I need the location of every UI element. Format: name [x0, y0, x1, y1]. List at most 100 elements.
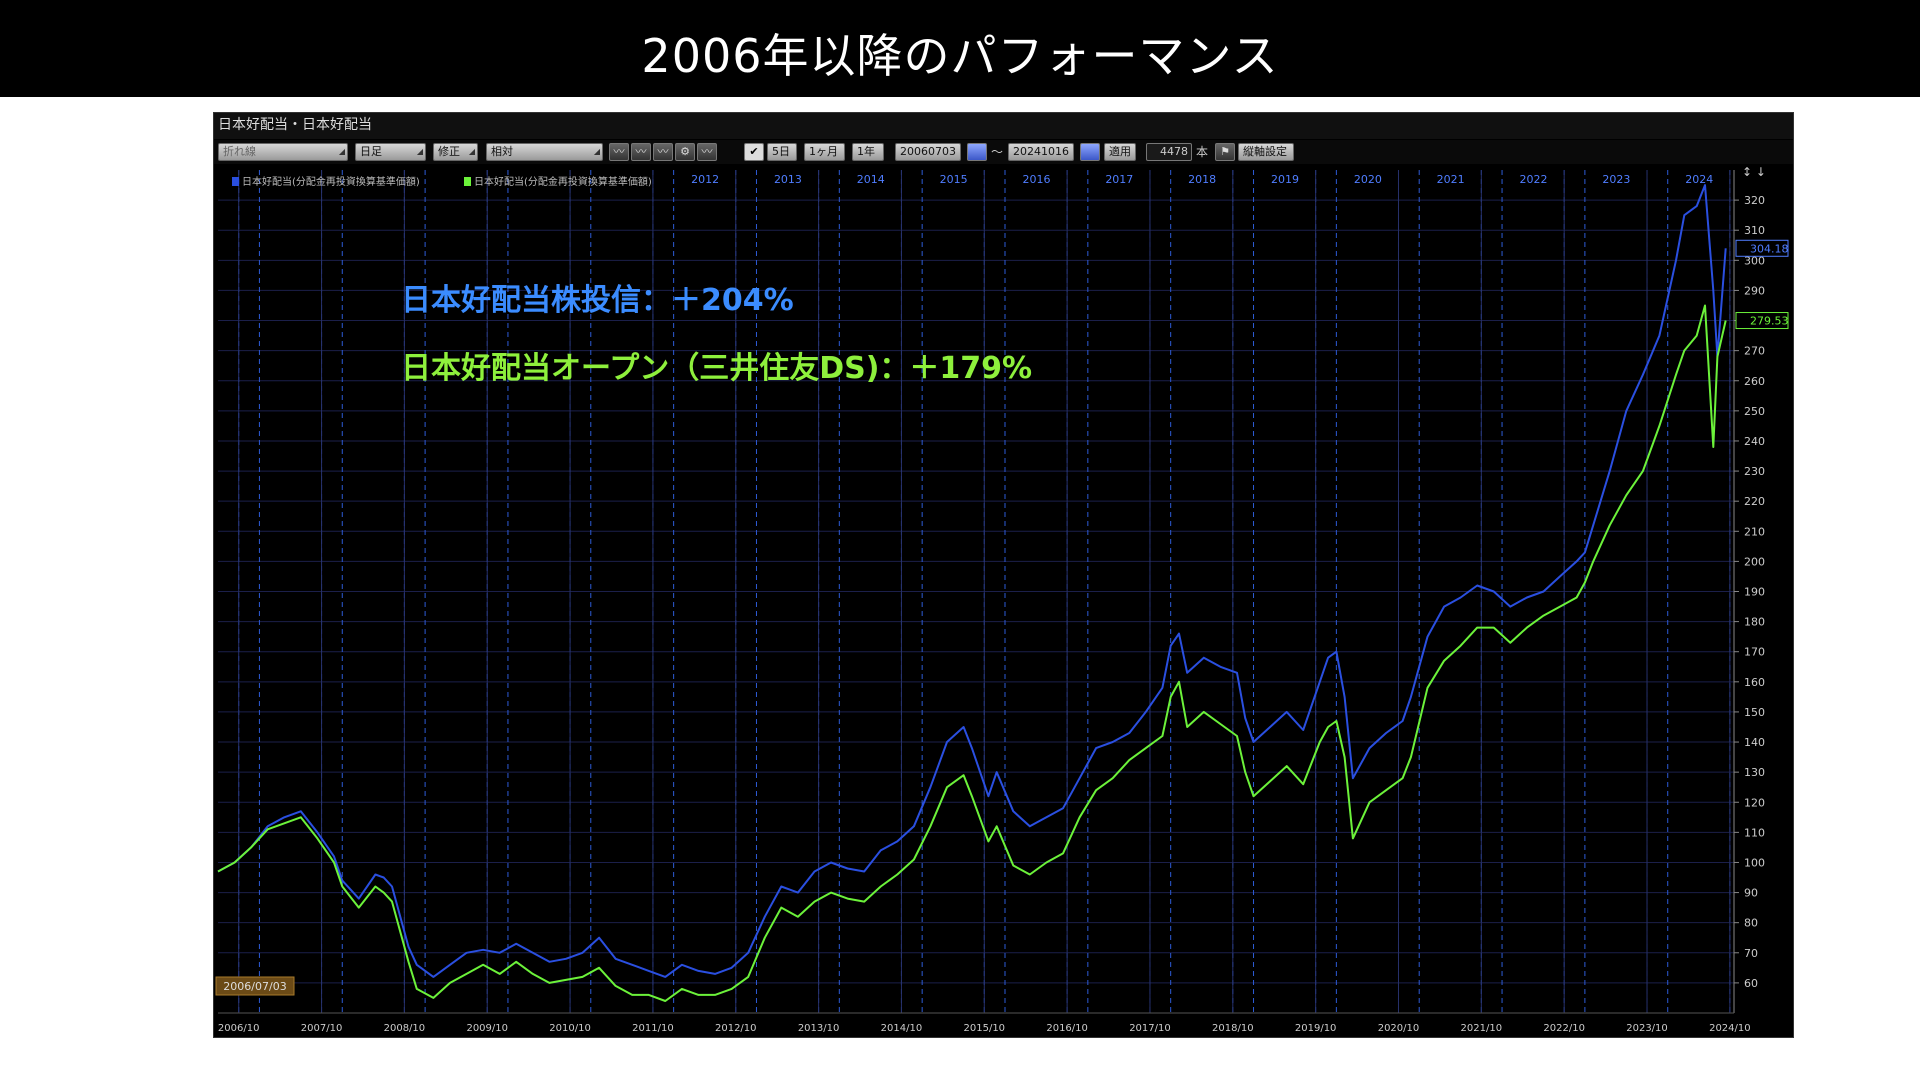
axis-settings-button[interactable]: 縦軸設定 [1238, 143, 1294, 161]
y-tick-label: 190 [1744, 586, 1765, 599]
x-tick-label: 2015/10 [964, 1023, 1006, 1034]
scroll-arrows-icon: ↕ ↓ [1742, 165, 1766, 179]
top-year-label: 2018 [1188, 173, 1216, 186]
y-tick-label: 100 [1744, 856, 1765, 869]
gear-icon[interactable]: ⚙ [675, 143, 695, 161]
x-tick-label: 2012/10 [715, 1023, 757, 1034]
y-tick-label: 260 [1744, 375, 1765, 388]
bar-count-input[interactable]: 4478 [1146, 143, 1192, 161]
y-tick-label: 170 [1744, 646, 1765, 659]
calendar-from-icon[interactable] [967, 143, 987, 161]
trend-chart-icon[interactable]: 〰 [653, 143, 673, 161]
y-tick-label: 60 [1744, 977, 1758, 990]
x-tick-label: 2020/10 [1378, 1023, 1420, 1034]
y-tick-label: 320 [1744, 194, 1765, 207]
last-value-box-green [1735, 312, 1789, 330]
check-icon[interactable]: ✔ [744, 143, 764, 161]
series-line-green [217, 304, 1727, 1002]
x-tick-label: 2024/10 [1709, 1023, 1751, 1034]
toolbar: 折れ線 日足 修正 相対 〰 〰 〰 ⚙ 〰 ✔ 5日 1ヶ月 1年 20060… [214, 140, 1793, 164]
scale-select[interactable]: 相対 [486, 143, 603, 161]
bar-count-unit: 本 [1196, 145, 1209, 159]
x-tick-label: 2011/10 [632, 1023, 674, 1034]
axis-layer: 60 70 80 90 100 110 120 130 140 150 160 170 180 190 20… [215, 165, 1789, 1034]
x-tick-label: 2010/10 [549, 1023, 591, 1034]
y-tick-label: 80 [1744, 917, 1758, 930]
top-year-label: 2013 [774, 173, 802, 186]
y-tick-label: 270 [1744, 345, 1765, 358]
x-tick-label: 2023/10 [1626, 1023, 1668, 1034]
y-tick-label: 240 [1744, 435, 1765, 448]
date-from-input[interactable]: 20060703 [895, 143, 961, 161]
chart-type-select[interactable]: 折れ線 [218, 143, 348, 161]
start-date-label: 2006/07/03 [223, 980, 286, 993]
y-tick-label: 120 [1744, 796, 1765, 809]
top-year-label: 2015 [940, 173, 968, 186]
x-tick-label: 2016/10 [1046, 1023, 1088, 1034]
y-tick-label: 150 [1744, 706, 1765, 719]
y-tick-label: 230 [1744, 465, 1765, 478]
grid-layer [218, 170, 1734, 1013]
top-year-label: 2014 [857, 173, 885, 186]
y-tick-label: 130 [1744, 766, 1765, 779]
last-value-blue: 304.18 [1750, 242, 1789, 255]
top-year-label: 2020 [1354, 173, 1382, 186]
adjust-select[interactable]: 修正 [433, 143, 478, 161]
top-year-label: 2017 [1105, 173, 1133, 186]
top-year-label: 2022 [1520, 173, 1548, 186]
y-tick-label: 300 [1744, 254, 1765, 267]
y-tick-label: 70 [1744, 947, 1758, 960]
series-layer [217, 184, 1727, 1002]
legend-label-green: 日本好配当(分配金再投資換算基準価額) [474, 175, 652, 188]
chart-window: 日本好配当・日本好配当 折れ線 日足 修正 相対 〰 〰 〰 ⚙ 〰 ✔ 5日 … [213, 112, 1794, 1038]
x-tick-label: 2007/10 [301, 1023, 343, 1034]
y-tick-label: 140 [1744, 736, 1765, 749]
legend-swatch-blue [232, 177, 239, 186]
window-title: 日本好配当・日本好配当 [214, 113, 1793, 139]
top-year-label: 2016 [1022, 173, 1050, 186]
compare-chart-icon[interactable]: 〰 [631, 143, 651, 161]
top-year-label: 2012 [691, 173, 719, 186]
y-tick-label: 210 [1744, 525, 1765, 538]
x-tick-label: 2017/10 [1129, 1023, 1171, 1034]
calendar-to-icon[interactable] [1080, 143, 1100, 161]
date-range-separator: 〜 [991, 145, 1004, 159]
btn-1-month[interactable]: 1ヶ月 [804, 143, 845, 161]
x-tick-label: 2019/10 [1295, 1023, 1337, 1034]
period-select[interactable]: 日足 [355, 143, 426, 161]
last-value-box-blue [1735, 239, 1789, 257]
top-year-label: 2023 [1602, 173, 1630, 186]
x-tick-label: 2018/10 [1212, 1023, 1254, 1034]
y-tick-label: 110 [1744, 826, 1765, 839]
indicator-icon[interactable]: 〰 [697, 143, 717, 161]
x-tick-label: 2021/10 [1461, 1023, 1503, 1034]
top-year-label: 2019 [1271, 173, 1299, 186]
title-banner: 2006年以降のパフォーマンス [0, 0, 1920, 97]
x-tick-label: 2008/10 [384, 1023, 426, 1034]
y-tick-label: 160 [1744, 676, 1765, 689]
legend-label-blue: 日本好配当(分配金再投資換算基準価額) [242, 175, 420, 188]
date-to-input[interactable]: 20241016 [1008, 143, 1074, 161]
x-tick-label: 2014/10 [881, 1023, 923, 1034]
price-chart: 60 70 80 90 100 110 120 130 140 150 160 170 180 190 20… [214, 165, 1793, 1037]
y-tick-label: 220 [1744, 495, 1765, 508]
apply-button[interactable]: 適用 [1104, 143, 1136, 161]
top-year-label: 2021 [1437, 173, 1465, 186]
last-value-green: 279.53 [1750, 315, 1789, 328]
btn-5-days[interactable]: 5日 [767, 143, 797, 161]
flag-icon[interactable]: ⚑ [1215, 143, 1235, 161]
y-tick-label: 200 [1744, 555, 1765, 568]
banner-title: 2006年以降のパフォーマンス [641, 29, 1279, 83]
y-tick-label: 180 [1744, 616, 1765, 629]
start-date-box [215, 976, 295, 996]
x-tick-label: 2006/10 [218, 1023, 260, 1034]
x-tick-label: 2009/10 [466, 1023, 508, 1034]
x-tick-label: 2013/10 [798, 1023, 840, 1034]
legend-layer: 日本好配当(分配金再投資換算基準価額) 日本好配当(分配金再投資換算基準価額) [232, 175, 652, 188]
y-tick-label: 250 [1744, 405, 1765, 418]
y-tick-label: 90 [1744, 887, 1758, 900]
btn-1-year[interactable]: 1年 [852, 143, 884, 161]
y-tick-label: 290 [1744, 284, 1765, 297]
top-year-label: 2024 [1685, 173, 1713, 186]
line-chart-icon[interactable]: 〰 [609, 143, 629, 161]
